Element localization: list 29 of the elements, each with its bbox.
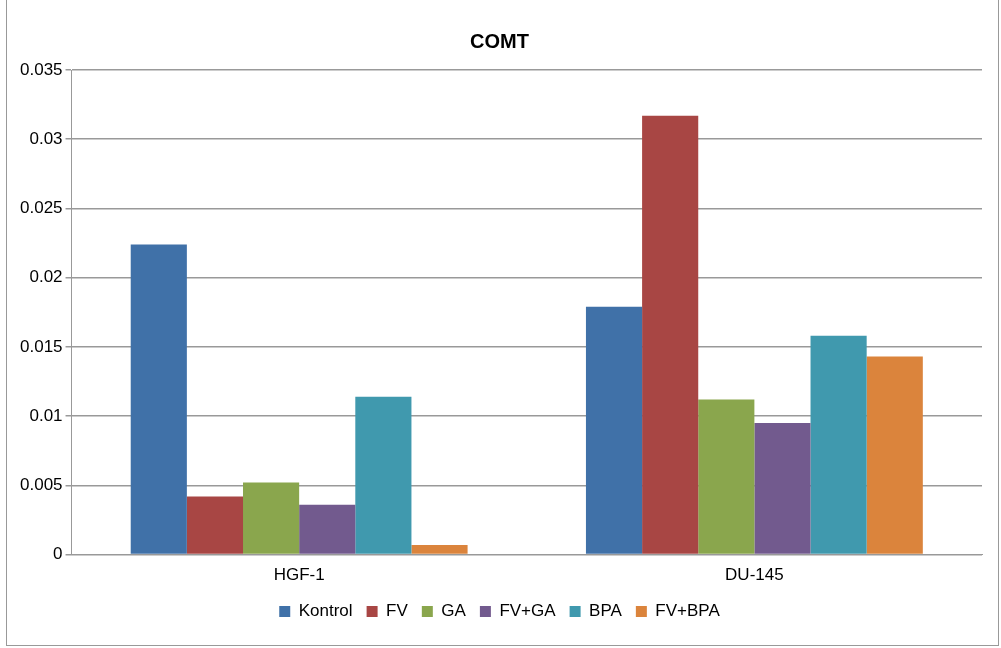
bar xyxy=(299,504,356,554)
bar xyxy=(411,544,468,554)
y-tick-label: 0.015 xyxy=(19,336,63,356)
bar xyxy=(186,496,244,554)
legend-label: GA xyxy=(441,601,467,621)
legend-label: FV xyxy=(386,601,409,621)
bar xyxy=(355,396,412,554)
bar xyxy=(698,399,755,554)
y-tick-label: 0.02 xyxy=(29,267,63,287)
legend-label: BPA xyxy=(589,601,623,621)
bar xyxy=(585,306,643,554)
bar xyxy=(754,423,811,554)
y-tick-label: 0.035 xyxy=(19,59,63,79)
y-tick-label: 0 xyxy=(53,544,63,564)
x-tick-label: DU-145 xyxy=(725,565,784,585)
y-tick-label: 0.03 xyxy=(29,128,63,148)
bar xyxy=(810,335,867,554)
legend-label: FV+GA xyxy=(499,601,557,621)
bar xyxy=(866,356,923,554)
y-tick-label: 0.01 xyxy=(29,405,63,425)
bar xyxy=(243,482,300,554)
x-tick-label: HGF-1 xyxy=(273,565,325,585)
y-tick-label: 0.005 xyxy=(19,475,63,495)
legend-label: FV+BPA xyxy=(655,601,721,621)
chart-title: COMT xyxy=(470,29,529,52)
bar xyxy=(130,244,187,554)
bar xyxy=(642,115,699,554)
y-tick-label: 0.025 xyxy=(19,198,63,218)
legend-label: Kontrol xyxy=(298,601,353,621)
